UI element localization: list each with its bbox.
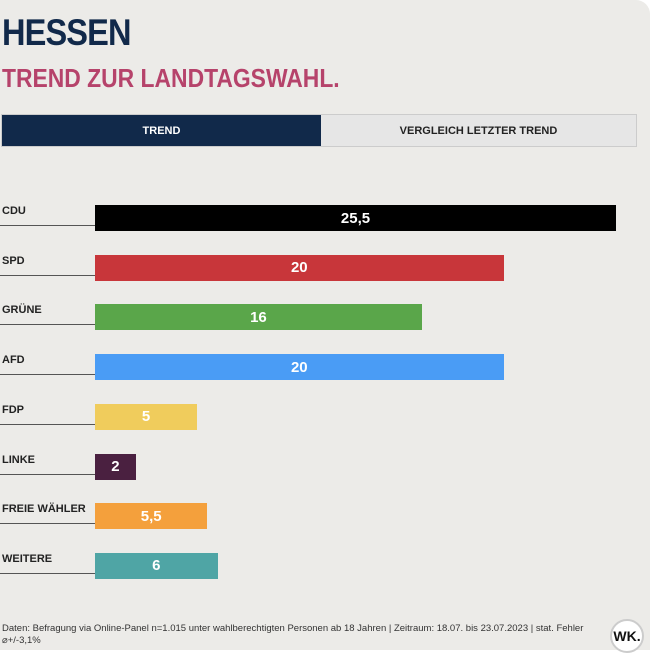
party-label: GRÜNE xyxy=(2,304,42,317)
party-leader-line xyxy=(0,225,95,226)
bar-cdu: 25,5 xyxy=(95,205,616,231)
party-leader-line xyxy=(0,473,95,475)
wk-logo: WK. xyxy=(610,619,644,653)
party-label: AFD xyxy=(2,354,25,367)
party-label: WEITERE xyxy=(2,552,53,565)
bar-value-label: 20 xyxy=(290,358,308,376)
party-label: FREIE WÄHLER xyxy=(2,503,86,516)
bar-value-label: 25,5 xyxy=(340,209,371,227)
bar-value-label: 2 xyxy=(111,458,120,475)
bar-freie-wähler: 5,5 xyxy=(95,503,208,530)
party-leader-line xyxy=(0,572,95,574)
party-leader-line xyxy=(0,523,95,525)
party-label: FDP xyxy=(2,403,24,416)
party-leader-line xyxy=(0,374,95,376)
party-leader-line xyxy=(0,324,95,326)
party-label: LINKE xyxy=(2,453,35,466)
party-label: SPD xyxy=(2,254,25,267)
tab-trend[interactable]: TREND xyxy=(2,115,321,146)
source-note: Daten: Befragung via Online-Panel n=1.01… xyxy=(2,623,584,646)
bar-spd: 20 xyxy=(95,254,504,281)
bar-value-label: 5,5 xyxy=(140,507,162,525)
bar-value-label: 16 xyxy=(250,308,267,326)
bar-value-label: 6 xyxy=(152,557,161,575)
bar-linke: 2 xyxy=(95,453,136,480)
bar-value-label: 20 xyxy=(290,259,308,277)
bar-grüne: 16 xyxy=(95,304,422,331)
tab-vergleich-letzter-trend[interactable]: VERGLEICH LETZTER TREND xyxy=(321,115,636,146)
tab-bar: TREND VERGLEICH LETZTER TREND xyxy=(1,114,637,147)
party-leader-line xyxy=(0,423,95,425)
bar-weitere: 6 xyxy=(95,552,218,579)
party-label: CDU xyxy=(2,205,26,217)
bar-afd: 20 xyxy=(95,354,504,381)
bar-fdp: 5 xyxy=(95,403,198,430)
party-leader-line xyxy=(0,274,95,276)
page-title: HESSEN xyxy=(2,12,131,53)
page-subtitle: TREND ZUR LANDTAGSWAHL. xyxy=(2,63,340,93)
bar-value-label: 5 xyxy=(141,408,151,426)
